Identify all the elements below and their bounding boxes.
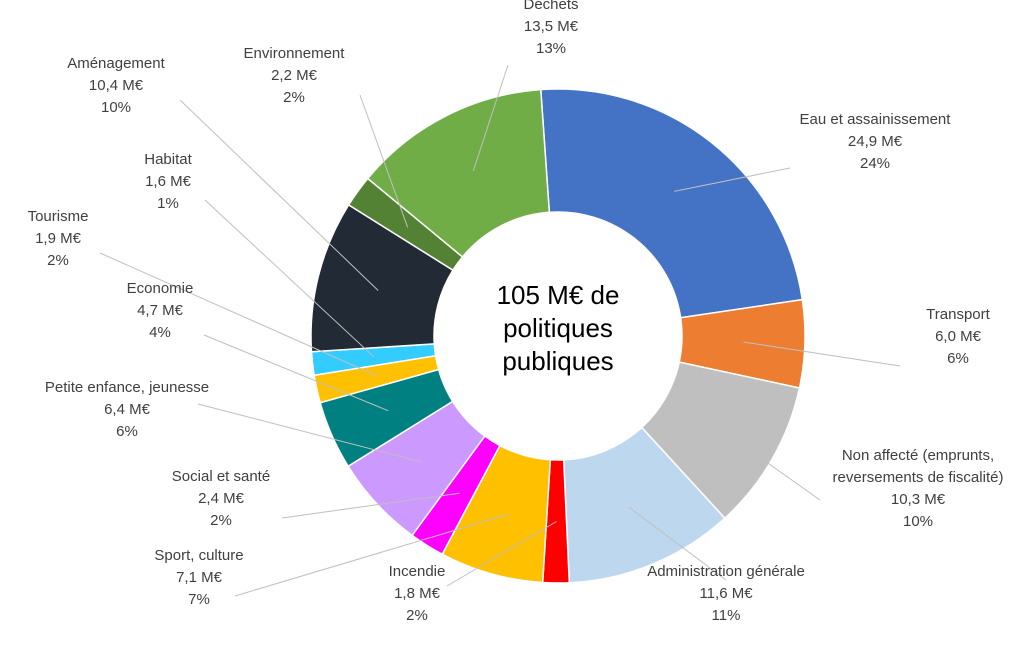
leader-lines <box>99 64 901 597</box>
slice-label-10: Habitat 1,6 M€ 1% <box>144 151 192 212</box>
slice-13 <box>366 88 551 258</box>
slice-label-9: Tourisme 1,9 M€ 2% <box>28 208 89 269</box>
center-label: 105 M€ de politiques publiques <box>497 280 620 376</box>
leader-line-0 <box>674 167 791 192</box>
slice-label-12: Environnement 2,2 M€ 2% <box>244 45 346 106</box>
leader-line-8 <box>203 334 389 412</box>
slice-label-7: Petite enfance, jeunesse 6,4 M€ 6% <box>45 379 209 440</box>
slice-label-8: Economie 4,7 M€ 4% <box>127 280 194 341</box>
slice-label-13: Déchets 13,5 M€ 13% <box>523 0 578 57</box>
slice-label-4: Incendie 1,8 M€ 2% <box>389 563 446 624</box>
leader-line-10 <box>204 199 374 358</box>
leader-line-13 <box>472 64 509 172</box>
slice-label-5: Sport, culture 7,1 M€ 7% <box>154 547 243 608</box>
leader-line-3 <box>628 506 727 581</box>
slice-0 <box>539 88 804 319</box>
slice-label-1: Transport 6,0 M€ 6% <box>926 306 990 367</box>
slice-label-3: Administration générale 11,6 M€ 11% <box>647 563 805 624</box>
leader-line-1 <box>743 341 901 367</box>
leader-line-11 <box>179 99 379 291</box>
leader-line-5 <box>234 514 508 597</box>
leader-line-6 <box>281 492 460 519</box>
leader-line-2 <box>718 427 821 501</box>
slice-labels: Eau et assainissement 24,9 M€ 24% Transport… <box>28 0 1004 624</box>
slice-label-6: Social et santé 2,4 M€ 2% <box>172 468 270 529</box>
slice-label-2: Non affecté (emprunts, reversements de fi… <box>833 447 1004 530</box>
donut-slices <box>310 88 806 584</box>
slice-label-0: Eau et assainissement 24,9 M€ 24% <box>800 111 952 172</box>
leader-line-9 <box>99 252 378 377</box>
leader-line-7 <box>197 403 423 463</box>
leader-line-12 <box>359 94 409 228</box>
slice-label-11: Aménagement 10,4 M€ 10% <box>67 55 165 116</box>
leader-line-4 <box>446 521 557 587</box>
